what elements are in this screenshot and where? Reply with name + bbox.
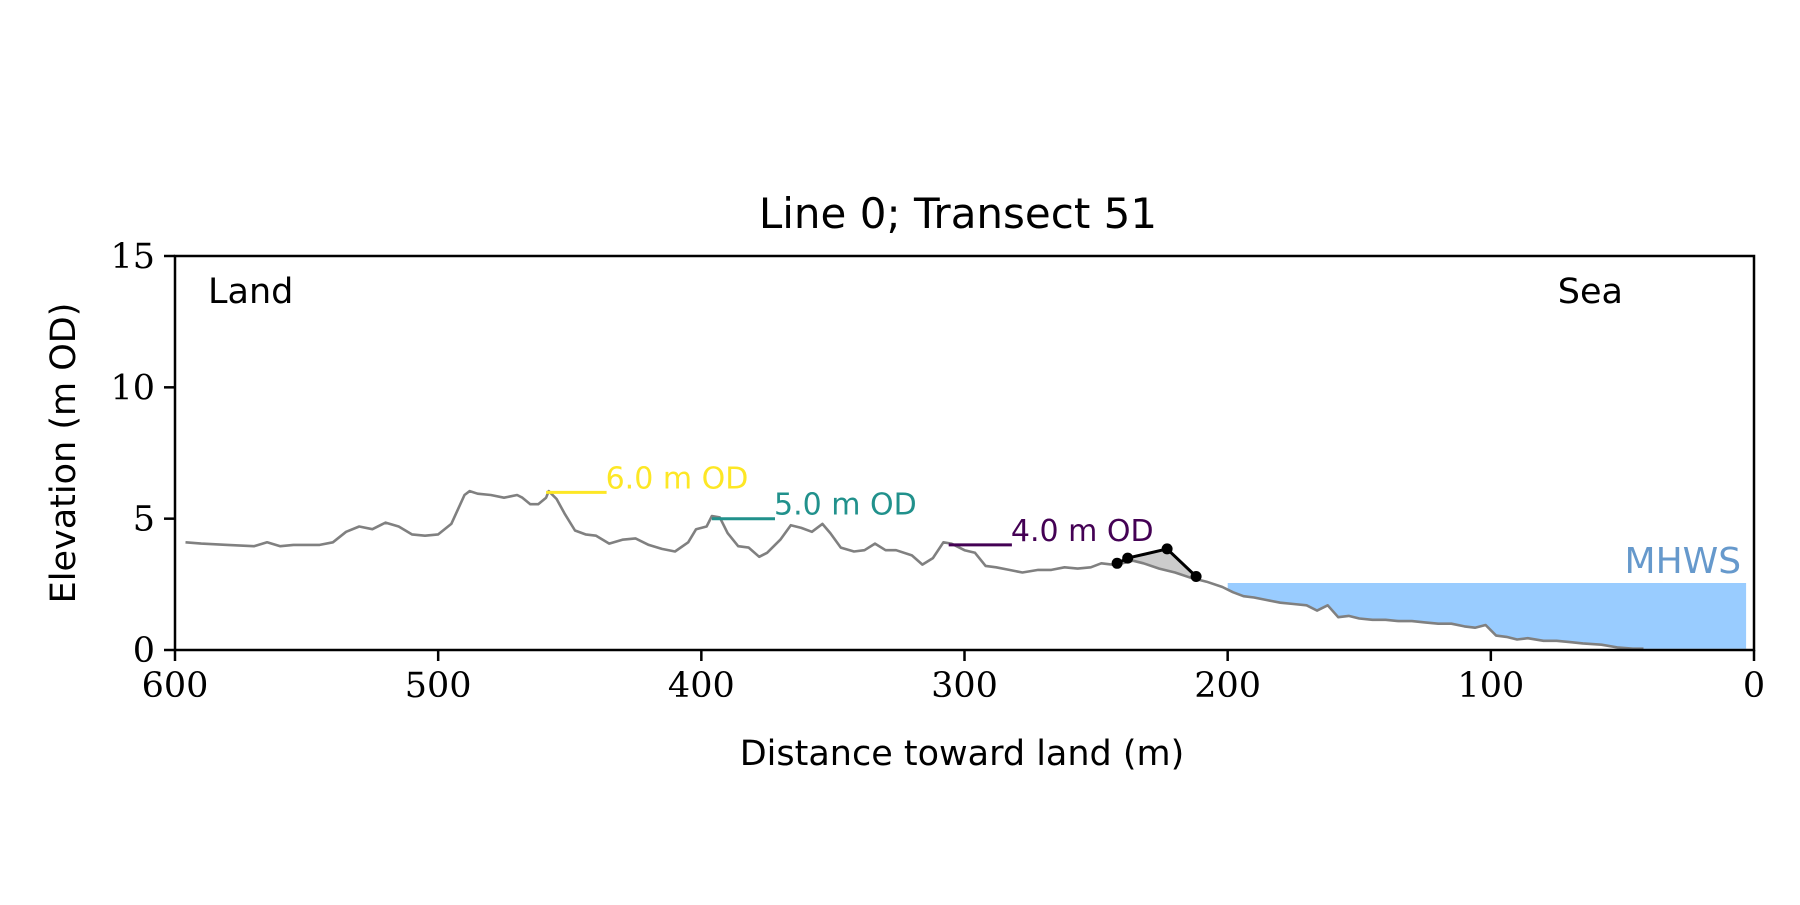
chart-title: Line 0; Transect 51 <box>759 189 1157 238</box>
mhws-water-area <box>1227 583 1747 649</box>
y-tick-label-5: 5 <box>133 500 155 540</box>
land-label: Land <box>208 272 293 312</box>
x-axis-ticks: 600 500 400 300 200 100 0 <box>142 650 1765 706</box>
dune-point-1 <box>1122 552 1134 564</box>
contour-label-4m: 4.0 m OD <box>1011 514 1154 549</box>
x-axis-label: Distance toward land (m) <box>740 734 1185 774</box>
dune-point-3 <box>1190 571 1202 582</box>
dune-point-0 <box>1111 557 1123 569</box>
y-tick-label-0: 0 <box>133 631 155 671</box>
contour-markers: 6.0 m OD 5.0 m OD 4.0 m OD <box>546 461 1154 549</box>
elevation-profile-line <box>185 489 1644 651</box>
contour-label-5m: 5.0 m OD <box>774 488 917 523</box>
dune-feature-points <box>1111 543 1202 582</box>
sea-label: Sea <box>1558 272 1623 312</box>
x-tick-label-600: 600 <box>142 666 209 706</box>
dune-crest-line <box>1116 547 1198 578</box>
contour-label-6m: 6.0 m OD <box>606 461 749 496</box>
y-tick-label-10: 10 <box>110 368 155 408</box>
dune-point-2 <box>1161 543 1173 555</box>
x-tick-label-500: 500 <box>405 666 472 706</box>
x-tick-label-200: 200 <box>1194 666 1261 706</box>
y-axis-label: Elevation (m OD) <box>44 303 84 604</box>
x-tick-label-400: 400 <box>668 666 735 706</box>
mhws-label: MHWS <box>1625 541 1742 582</box>
y-tick-label-15: 15 <box>110 237 155 277</box>
x-tick-label-0: 0 <box>1743 666 1765 706</box>
x-tick-label-300: 300 <box>931 666 998 706</box>
y-axis-ticks: 0 5 10 15 <box>110 237 175 671</box>
plot-area: 6.0 m OD 5.0 m OD 4.0 m OD MHWS Land Sea <box>185 272 1747 651</box>
x-tick-label-100: 100 <box>1457 666 1524 706</box>
